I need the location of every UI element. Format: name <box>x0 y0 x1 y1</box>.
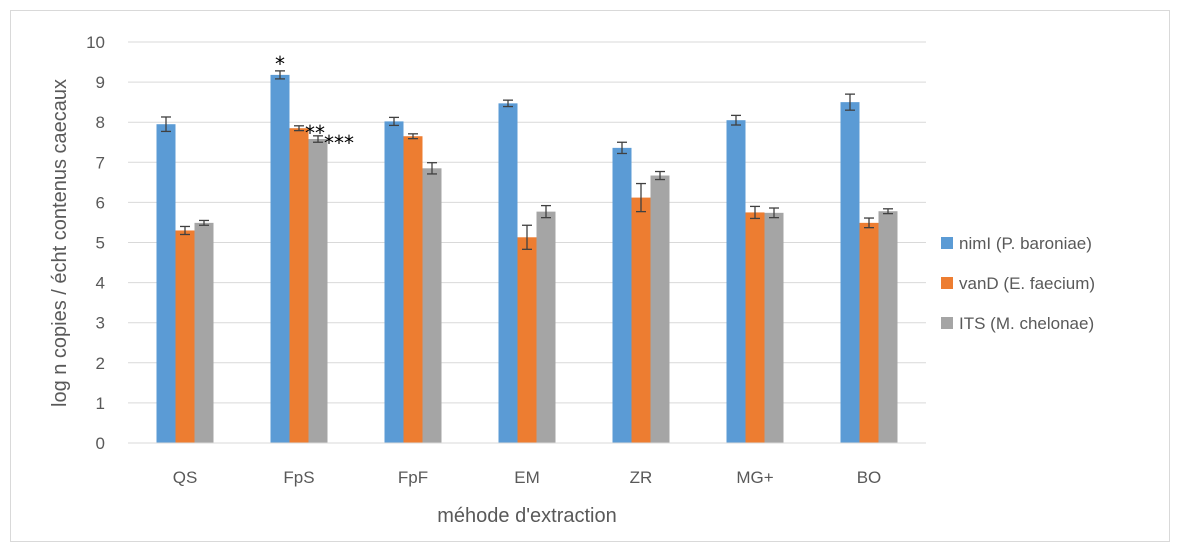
error-bar <box>522 224 532 250</box>
legend: nimI (P. baroniae) vanD (E. faecium) ITS (… <box>941 234 1095 333</box>
error-bar <box>541 204 551 219</box>
bar <box>194 222 214 443</box>
error-bar <box>845 93 855 111</box>
y-tick-label: 4 <box>96 274 105 293</box>
legend-swatch <box>941 237 953 249</box>
x-tick-label: FpF <box>398 468 428 487</box>
significance-annotations: *** *** <box>275 52 354 155</box>
bar <box>403 136 423 444</box>
error-bars <box>161 70 893 250</box>
bar <box>498 103 518 443</box>
significance-star: * <box>275 52 285 76</box>
significance-star: ** <box>305 121 325 145</box>
x-tick-label: BO <box>857 468 882 487</box>
x-axis-title: méhode d'extraction <box>437 505 616 527</box>
x-axis-ticks: QS FpS FpF EM ZR MG+ BO <box>173 468 882 487</box>
gridlines <box>128 41 926 404</box>
bar <box>631 197 651 443</box>
legend-swatch <box>941 277 953 289</box>
y-tick-label: 8 <box>96 113 105 132</box>
bar <box>536 211 556 443</box>
y-axis-title: log n copies / écht contenus caecaux <box>49 79 71 407</box>
bar <box>745 212 765 443</box>
legend-item: ITS (M. chelonae) <box>941 314 1094 333</box>
legend-label: nimI (P. baroniae) <box>959 234 1092 253</box>
error-bar <box>427 162 437 175</box>
error-bar <box>750 205 760 220</box>
error-bar <box>503 99 513 108</box>
y-tick-label: 5 <box>96 234 105 253</box>
y-tick-label: 7 <box>96 153 105 172</box>
y-tick-label: 10 <box>86 33 105 52</box>
error-bar <box>313 135 323 143</box>
error-bar <box>199 219 209 226</box>
error-bar <box>655 170 665 181</box>
bar <box>517 237 537 443</box>
bars <box>156 74 898 444</box>
bar <box>270 74 290 443</box>
error-bar <box>883 208 893 215</box>
bar <box>422 168 442 443</box>
bar <box>156 124 176 443</box>
bar <box>764 212 784 443</box>
bar <box>289 128 309 443</box>
error-bar <box>275 70 285 80</box>
significance-star: *** <box>324 131 354 155</box>
bar <box>175 230 195 443</box>
bar <box>840 102 860 444</box>
error-bar <box>731 114 741 126</box>
bar <box>878 211 898 443</box>
x-tick-label: MG+ <box>736 468 773 487</box>
error-bar <box>294 125 304 132</box>
legend-label: vanD (E. faecium) <box>959 274 1095 293</box>
error-bar <box>636 182 646 213</box>
legend-swatch <box>941 317 953 329</box>
legend-item: vanD (E. faecium) <box>941 274 1095 293</box>
bar <box>384 121 404 443</box>
legend-label: ITS (M. chelonae) <box>959 314 1094 333</box>
error-bar <box>408 133 418 140</box>
x-tick-label: QS <box>173 468 198 487</box>
bar <box>859 222 879 443</box>
y-tick-label: 3 <box>96 314 105 333</box>
y-tick-label: 9 <box>96 73 105 92</box>
error-bar <box>864 217 874 229</box>
x-tick-label: ZR <box>630 468 653 487</box>
y-tick-label: 1 <box>96 394 105 413</box>
x-tick-label: EM <box>514 468 540 487</box>
error-bar <box>617 141 627 155</box>
error-bar <box>769 207 779 219</box>
y-tick-label: 2 <box>96 354 105 373</box>
x-tick-label: FpS <box>283 468 314 487</box>
bar <box>612 147 632 443</box>
y-tick-label: 6 <box>96 193 105 212</box>
y-tick-label: 0 <box>96 434 105 453</box>
y-axis-ticks: 0 1 2 3 4 5 6 7 8 9 10 <box>86 33 105 453</box>
bar <box>308 139 328 444</box>
error-bar <box>180 225 190 236</box>
bar <box>726 120 746 443</box>
error-bar <box>161 116 171 133</box>
bar <box>650 175 670 443</box>
legend-item: nimI (P. baroniae) <box>941 234 1092 253</box>
error-bar <box>389 116 399 127</box>
